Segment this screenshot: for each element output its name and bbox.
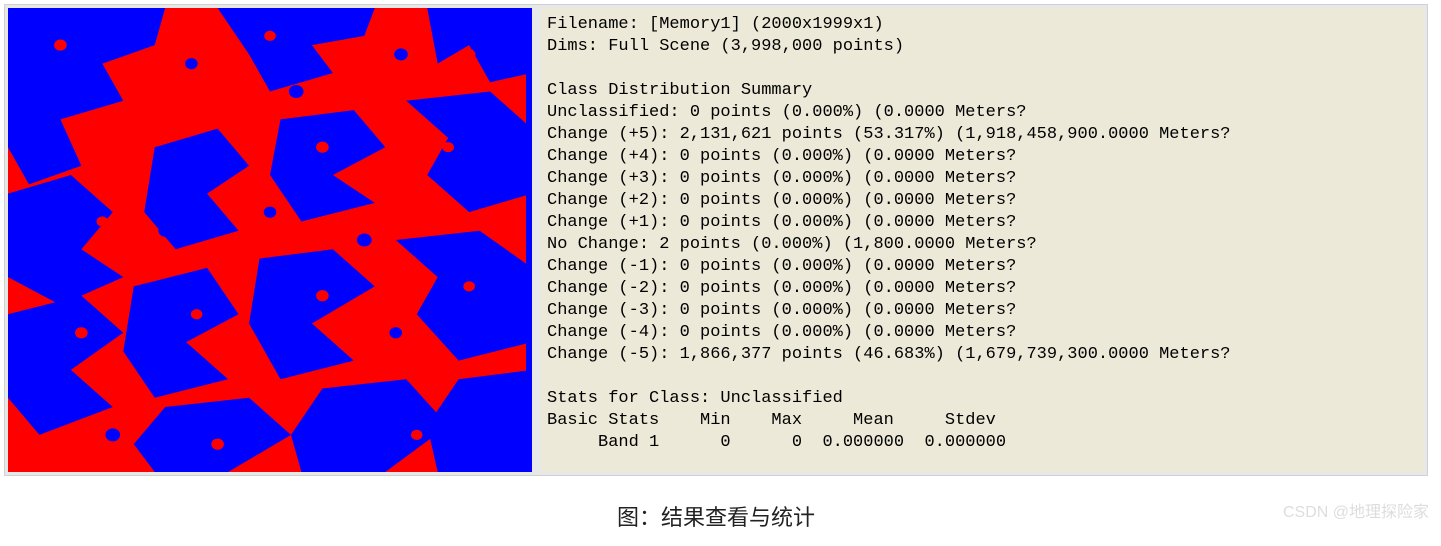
change-map-image (8, 8, 532, 472)
figure-container: Filename: [Memory1] (2000x1999x1) Dims: … (0, 0, 1428, 532)
figure-caption: 图：结果查看与统计 (4, 500, 1428, 532)
classification-image-panel (5, 5, 535, 475)
watermark-text: CSDN @地理探险家 (1283, 498, 1429, 522)
content-row: Filename: [Memory1] (2000x1999x1) Dims: … (4, 4, 1428, 476)
right-edge-bar (526, 8, 532, 472)
statistics-text-panel: Filename: [Memory1] (2000x1999x1) Dims: … (535, 5, 1427, 475)
stats-text: Filename: [Memory1] (2000x1999x1) Dims: … (547, 14, 1418, 454)
